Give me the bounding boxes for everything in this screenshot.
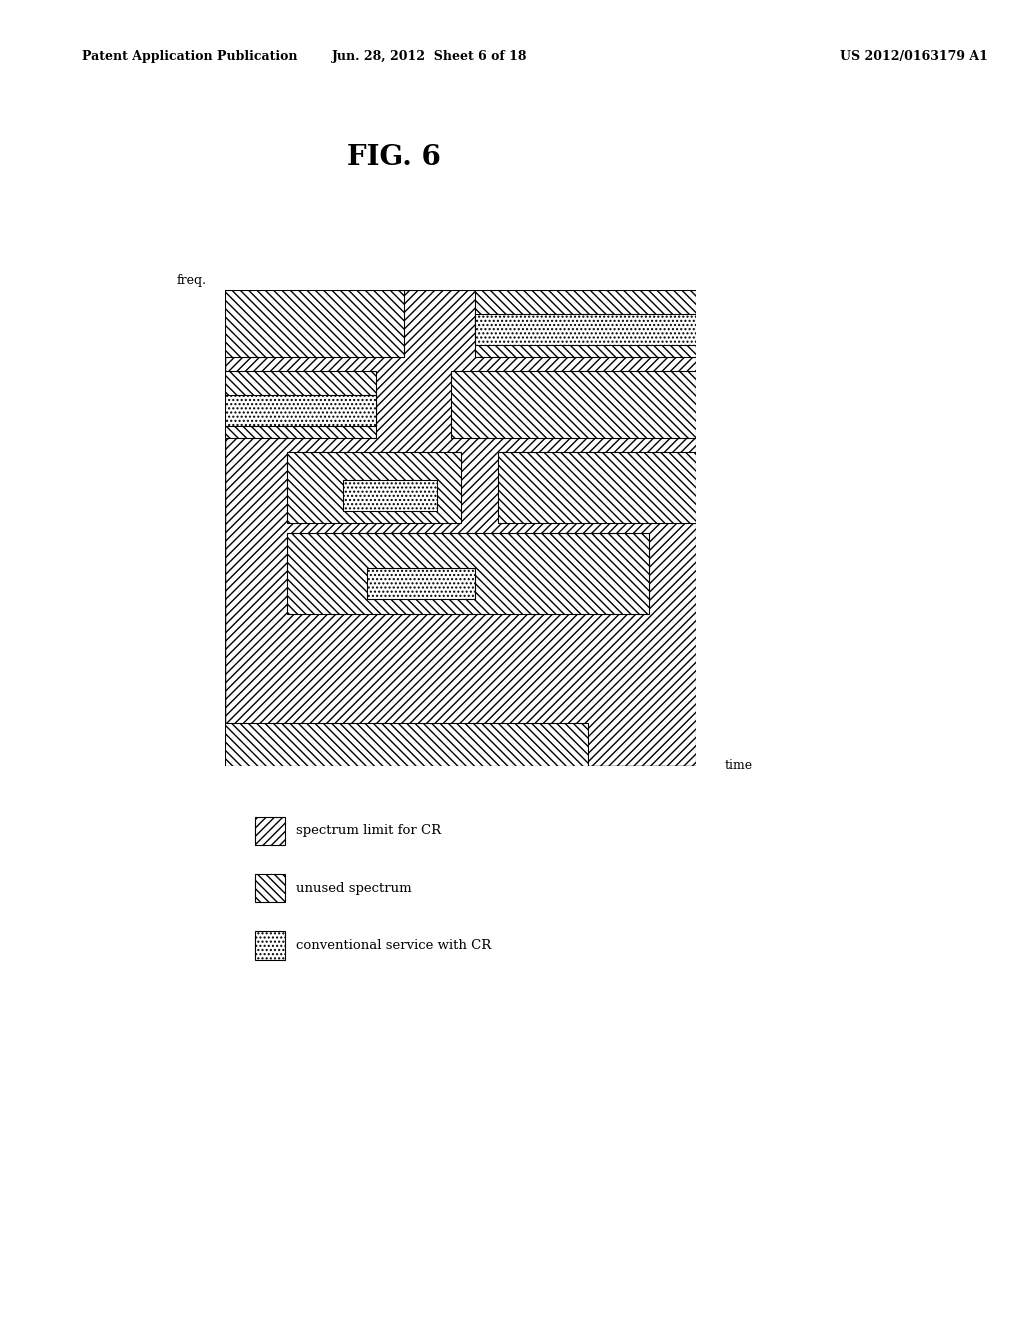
Bar [255, 817, 285, 845]
Bar [225, 395, 376, 426]
Text: Patent Application Publication: Patent Application Publication [82, 50, 297, 63]
Bar [475, 290, 696, 356]
Text: Jun. 28, 2012  Sheet 6 of 18: Jun. 28, 2012 Sheet 6 of 18 [333, 50, 527, 63]
Text: US 2012/0163179 A1: US 2012/0163179 A1 [840, 50, 987, 63]
Bar [499, 451, 696, 523]
Text: time: time [725, 759, 753, 772]
Bar [225, 290, 404, 356]
Bar [367, 569, 475, 599]
Bar [343, 480, 437, 511]
Text: spectrum limit for CR: spectrum limit for CR [297, 825, 441, 837]
Text: unused spectrum: unused spectrum [297, 882, 412, 895]
Bar [287, 533, 649, 614]
Bar [255, 874, 285, 903]
Bar [287, 451, 461, 523]
Bar [452, 371, 696, 438]
Text: conventional service with CR: conventional service with CR [297, 939, 492, 952]
Bar [225, 723, 588, 766]
Text: FIG. 6: FIG. 6 [347, 144, 441, 172]
Text: freq.: freq. [176, 275, 207, 288]
Bar [255, 931, 285, 960]
Bar [475, 314, 696, 345]
Bar [225, 371, 376, 438]
